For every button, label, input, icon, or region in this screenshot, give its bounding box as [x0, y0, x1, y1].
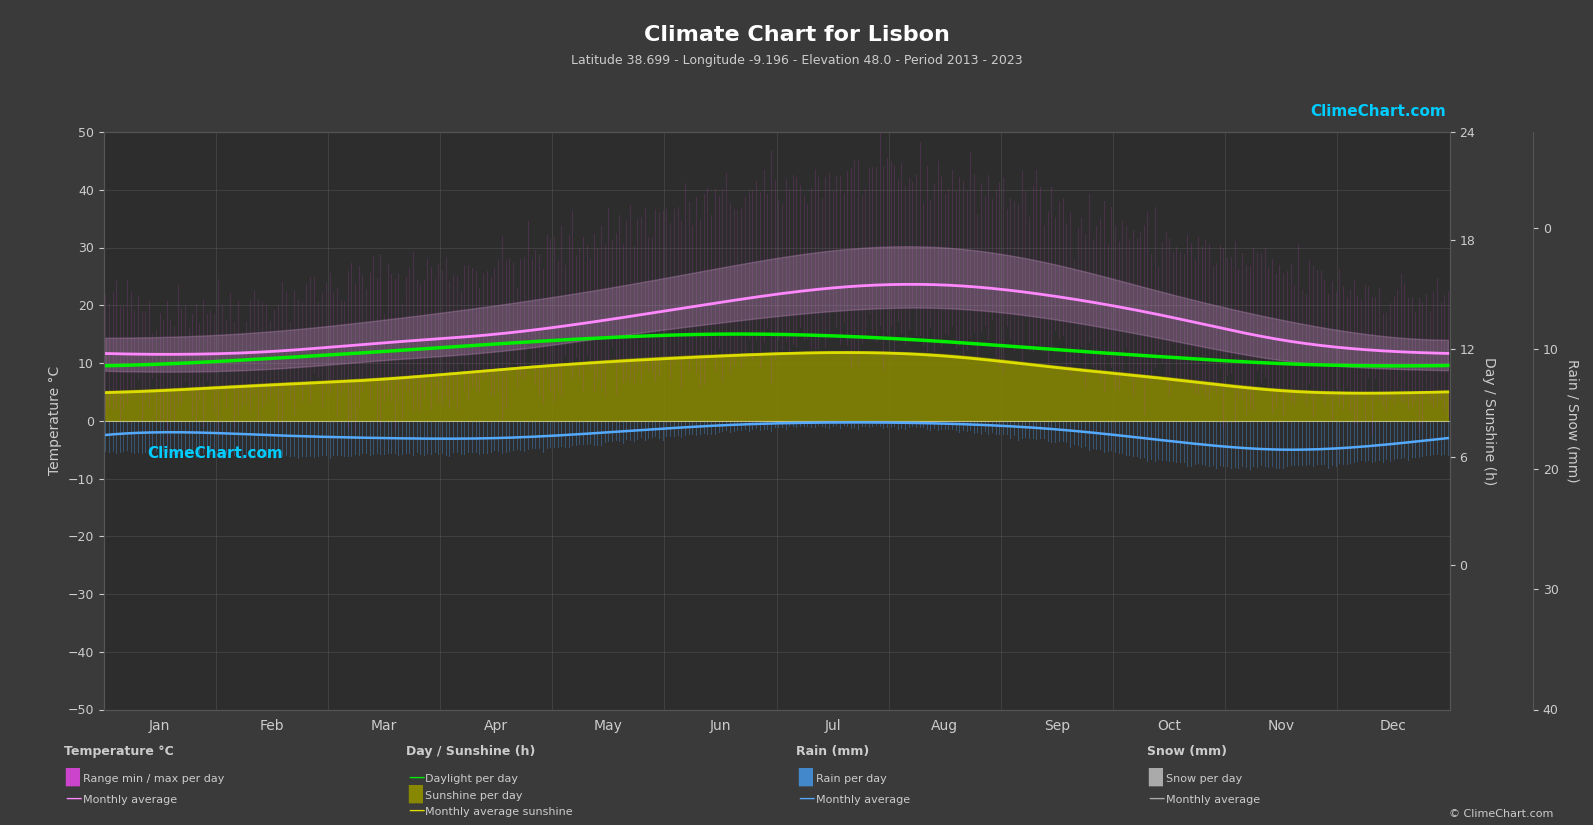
Text: Daylight per day: Daylight per day [425, 774, 518, 784]
Text: Monthly average: Monthly average [1166, 794, 1260, 804]
Text: Climate Chart for Lisbon: Climate Chart for Lisbon [644, 25, 949, 45]
Text: █: █ [1149, 768, 1163, 786]
Text: —: — [1149, 789, 1164, 807]
Text: Temperature °C: Temperature °C [64, 745, 174, 758]
Text: Monthly average: Monthly average [816, 794, 910, 804]
Text: —: — [798, 789, 814, 807]
Text: █: █ [798, 768, 812, 786]
Text: Latitude 38.699 - Longitude -9.196 - Elevation 48.0 - Period 2013 - 2023: Latitude 38.699 - Longitude -9.196 - Ele… [570, 54, 1023, 67]
Text: Monthly average: Monthly average [83, 794, 177, 804]
Text: █: █ [65, 768, 80, 786]
Text: Range min / max per day: Range min / max per day [83, 774, 225, 784]
Text: —: — [408, 768, 424, 786]
Text: ClimeChart.com: ClimeChart.com [147, 446, 284, 461]
Text: Snow per day: Snow per day [1166, 774, 1243, 784]
Text: Monthly average sunshine: Monthly average sunshine [425, 807, 573, 817]
Text: Rain (mm): Rain (mm) [796, 745, 870, 758]
Text: ClimeChart.com: ClimeChart.com [1309, 104, 1446, 119]
Text: Day / Sunshine (h): Day / Sunshine (h) [406, 745, 535, 758]
Text: Snow (mm): Snow (mm) [1147, 745, 1227, 758]
Text: —: — [408, 801, 424, 819]
Text: Sunshine per day: Sunshine per day [425, 790, 523, 800]
Text: Rain per day: Rain per day [816, 774, 886, 784]
Y-axis label: Rain / Snow (mm): Rain / Snow (mm) [1566, 359, 1579, 483]
Text: —: — [65, 789, 81, 807]
Text: █: █ [408, 785, 422, 803]
Y-axis label: Day / Sunshine (h): Day / Sunshine (h) [1481, 356, 1496, 485]
Text: © ClimeChart.com: © ClimeChart.com [1448, 808, 1553, 818]
Y-axis label: Temperature °C: Temperature °C [48, 366, 62, 475]
